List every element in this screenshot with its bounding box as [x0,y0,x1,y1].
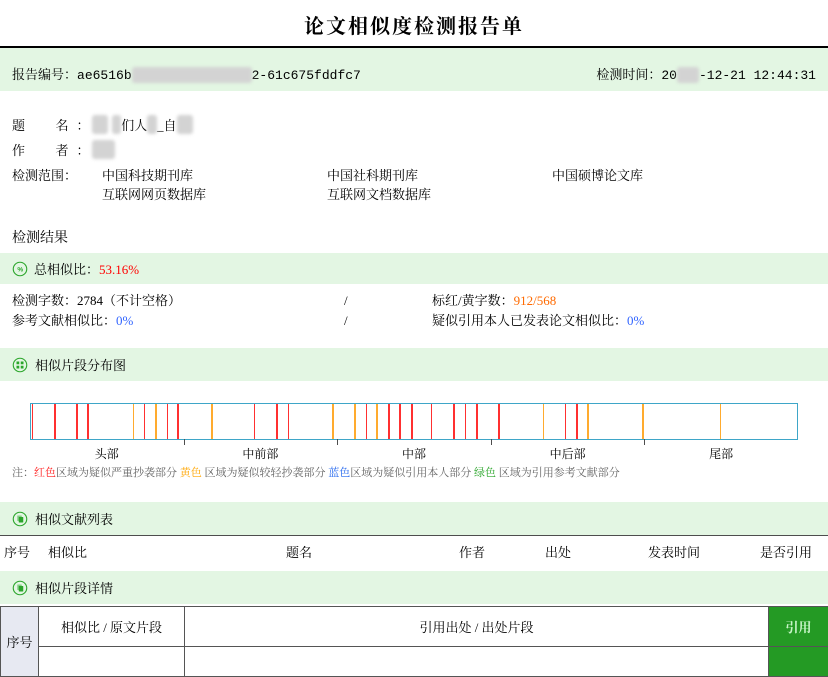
svg-text:%: % [17,266,23,273]
